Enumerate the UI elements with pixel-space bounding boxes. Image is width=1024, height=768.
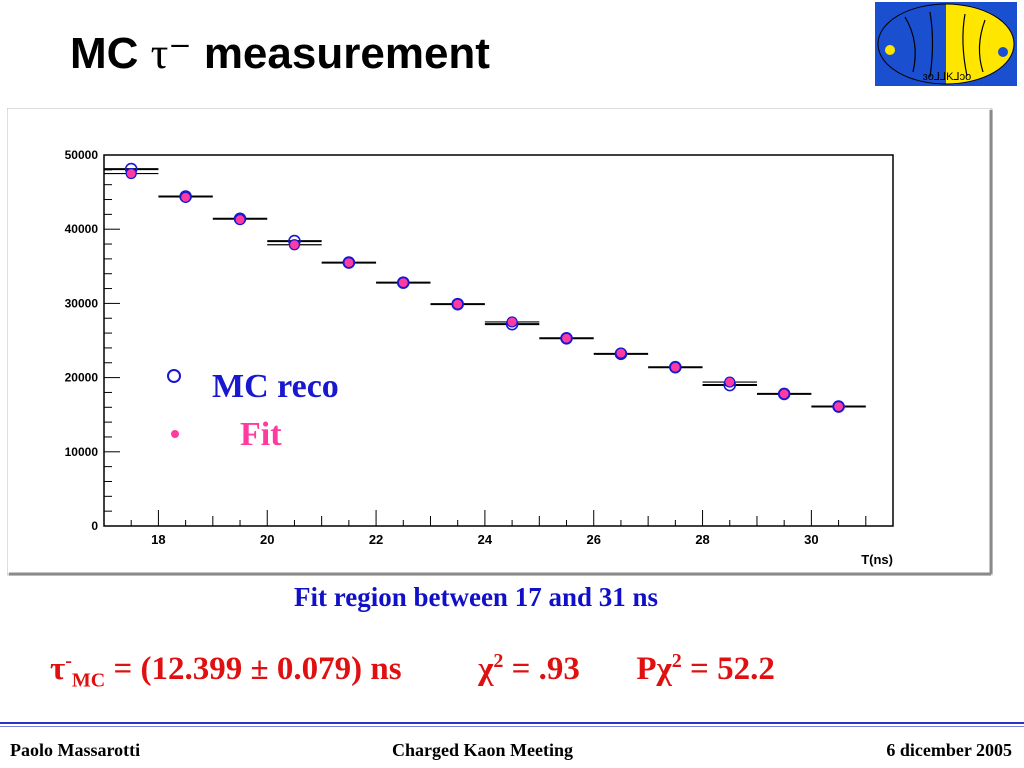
decay-time-chart: 0 10000 20000 30000 40000 50000 18 20 22 24 26 28 30…	[7, 108, 993, 576]
fit-point	[560, 332, 573, 344]
fit-point	[832, 400, 845, 413]
y-tick-label: 40000	[65, 222, 99, 236]
footer-divider	[0, 722, 1024, 724]
y-tick-label: 0	[91, 519, 98, 533]
chi-symbol: χ	[478, 651, 494, 687]
footer-date: 6 dicember 2005	[886, 740, 1012, 760]
x-tick-label: 26	[586, 532, 600, 547]
slide-title: MC τ⁻ measurement	[70, 28, 490, 79]
x-tick-label: 24	[478, 532, 493, 547]
y-tick-label: 30000	[65, 296, 99, 310]
fit-point	[778, 388, 790, 400]
tau-symbol: τ	[50, 651, 66, 687]
footer-author: Paolo Massarotti	[10, 740, 141, 760]
fit-point	[669, 361, 681, 373]
footer-event: Charged Kaon Meeting	[392, 740, 573, 760]
y-tick-label: 20000	[65, 371, 99, 385]
lifetime-result: τ-MC = (12.399 ± 0.079) ns χ2 = .93 Pχ2 …	[50, 650, 775, 693]
x-tick-label: 22	[369, 532, 383, 547]
kloe-logo: ɜo⅃⅃K⅃ɔo	[875, 2, 1017, 86]
fit-point	[234, 213, 246, 226]
fit-point	[506, 316, 518, 328]
tau-subscript: MC	[71, 669, 106, 692]
chi-value: = .93	[511, 651, 580, 687]
footer-divider-thin	[0, 726, 1024, 727]
fit-point	[724, 376, 736, 388]
tau-value: = (12.399 ± 0.079) ns	[113, 651, 402, 687]
pchi-symbol: Pχ	[636, 651, 672, 687]
legend-fit-label: Fit	[240, 416, 282, 453]
tau-superscript: -	[65, 650, 72, 672]
legend-fit-marker	[171, 430, 179, 438]
pchi-value: = 52.2	[690, 651, 775, 687]
legend-reco-marker	[167, 369, 181, 383]
data-marks	[104, 162, 866, 413]
fit-point	[180, 191, 192, 203]
fit-point	[615, 347, 627, 359]
fit-point	[397, 277, 409, 289]
y-tick-label: 10000	[65, 445, 99, 459]
logo-text: ɜo⅃⅃K⅃ɔo	[923, 71, 972, 83]
title-tau-symbol: τ⁻	[150, 29, 192, 78]
x-tick-label: 30	[804, 532, 818, 547]
fit-point	[343, 256, 355, 269]
pchi-superscript: 2	[671, 650, 682, 672]
x-tick-label: 20	[260, 532, 274, 547]
title-prefix: MC	[70, 29, 139, 78]
fit-region-caption: Fit region between 17 and 31 ns	[293, 582, 658, 612]
fit-point	[125, 167, 137, 180]
plot-frame	[103, 154, 894, 527]
fit-point	[288, 239, 301, 251]
title-suffix: measurement	[203, 29, 490, 78]
chi-superscript: 2	[493, 650, 504, 672]
fit-point	[452, 298, 464, 310]
axis-ticks: 0 10000 20000 30000 40000 50000 18 20 22 24 26 28 30	[65, 148, 894, 547]
y-tick-label: 50000	[65, 148, 99, 162]
x-axis-label: T(ns)	[861, 552, 893, 567]
x-tick-label: 28	[695, 532, 709, 547]
x-tick-label: 18	[151, 532, 165, 547]
legend-reco-label: MC reco	[212, 368, 339, 405]
